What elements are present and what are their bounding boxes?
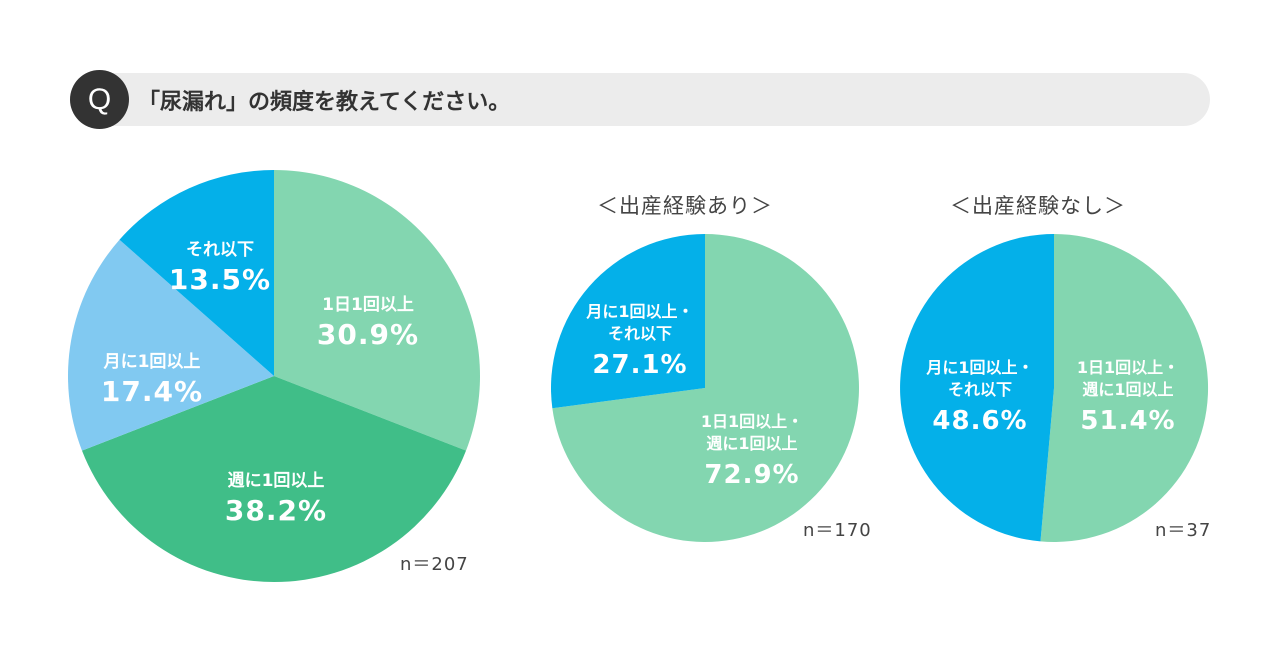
pie-slice-overall-3 <box>119 170 274 376</box>
pie-slice-with-birth-1 <box>551 234 705 409</box>
slice-label-overall-2-0: 月に1回以上 <box>103 352 201 372</box>
slice-label-overall-0-0: 1日1回以上 <box>322 295 414 315</box>
chart-title-with-birth: ＜出産経験あり＞ <box>597 194 773 218</box>
n-label-without-birth: n＝37 <box>1155 520 1212 541</box>
slice-value-with-birth-1: 27.1% <box>592 350 687 380</box>
pie-slice-with-birth-0 <box>552 234 860 542</box>
slice-label-without-birth-0-0: 1日1回以上・ <box>1077 358 1179 377</box>
slice-value-overall-2: 17.4% <box>101 375 203 408</box>
question-badge: Q <box>70 70 129 129</box>
question-bar <box>70 73 1210 126</box>
pie-slice-overall-0 <box>274 170 481 451</box>
slice-label-with-birth-0-0: 1日1回以上・ <box>701 412 803 431</box>
pie-slice-overall-2 <box>67 239 274 451</box>
slice-label-without-birth-1-1: それ以下 <box>948 380 1012 399</box>
pie-slice-without-birth-1 <box>900 234 1054 542</box>
pie-slice-overall-1 <box>81 376 467 583</box>
slice-label-overall-1-0: 週に1回以上 <box>228 471 325 491</box>
slice-value-with-birth-0: 72.9% <box>704 460 799 490</box>
question-text: 「尿漏れ」の頻度を教えてください。 <box>138 90 511 115</box>
slice-label-with-birth-1-1: それ以下 <box>608 324 672 343</box>
slice-label-with-birth-0-1: 週に1回以上 <box>706 434 797 453</box>
slice-label-with-birth-1-0: 月に1回以上・ <box>585 302 693 321</box>
n-label-with-birth: n＝170 <box>803 520 872 541</box>
pie-slice-without-birth-0 <box>1040 234 1209 542</box>
slice-value-overall-1: 38.2% <box>225 494 327 527</box>
n-label-overall: n＝207 <box>400 554 469 575</box>
chart-title-without-birth: ＜出産経験なし＞ <box>950 194 1126 218</box>
slice-label-overall-3-0: それ以下 <box>186 240 254 260</box>
slice-label-without-birth-0-1: 週に1回以上 <box>1082 380 1173 399</box>
slice-value-without-birth-1: 48.6% <box>932 406 1027 436</box>
slice-value-without-birth-0: 51.4% <box>1080 406 1175 436</box>
slice-value-overall-3: 13.5% <box>169 263 271 296</box>
slice-label-without-birth-1-0: 月に1回以上・ <box>925 358 1033 377</box>
slice-value-overall-0: 30.9% <box>317 318 419 351</box>
